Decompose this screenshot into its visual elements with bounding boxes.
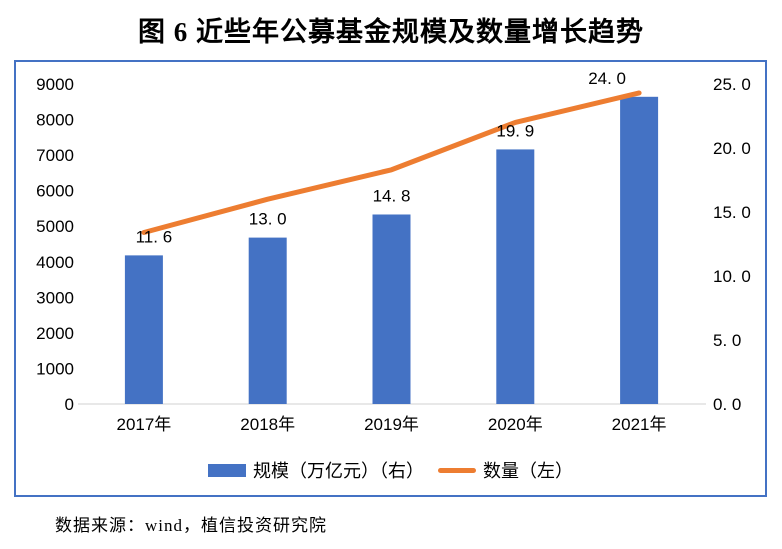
line-data-label: 19. 9 [496, 121, 534, 140]
bar-2020年 [496, 149, 535, 404]
left-axis-tick: 5000 [36, 217, 74, 236]
right-axis-tick: 5. 0 [713, 331, 741, 350]
x-axis-category-label: 2017年 [116, 415, 171, 434]
legend-item-scale: 规模（万亿元）（右） [208, 457, 424, 483]
line-data-label: 24. 0 [588, 69, 626, 88]
bar-2018年 [248, 237, 287, 404]
right-axis-tick: 25. 0 [713, 75, 751, 94]
right-axis-tick: 15. 0 [713, 203, 751, 222]
right-axis-tick: 20. 0 [713, 139, 751, 158]
left-axis-tick: 4000 [36, 253, 74, 272]
left-axis-tick: 2000 [36, 324, 74, 343]
bar-series-swatch-icon [208, 463, 246, 477]
x-axis-category-label: 2021年 [612, 415, 667, 434]
chart-svg: 9000 8000 7000 6000 5000 4000 3000 2000 1000 0 25.… [36, 69, 751, 434]
left-axis-tick: 9000 [36, 75, 74, 94]
left-axis-tick: 3000 [36, 288, 74, 307]
x-axis-category-label: 2020年 [488, 415, 543, 434]
right-axis-tick: 10. 0 [713, 267, 751, 286]
bar-2021年 [620, 96, 659, 405]
line-series-swatch-icon [438, 467, 476, 473]
left-axis-tick: 7000 [36, 146, 74, 165]
chart-frame: 9000 8000 7000 6000 5000 4000 3000 2000 1000 0 25.… [14, 60, 767, 497]
right-axis-tick: 0. 0 [713, 395, 741, 414]
chart-legend: 规模（万亿元）（右） 数量（左） [16, 457, 765, 483]
line-data-label: 11. 6 [136, 228, 173, 247]
legend-label-scale: 规模（万亿元）（右） [253, 461, 424, 481]
bar-2017年 [124, 255, 163, 404]
left-axis-tick: 6000 [36, 182, 74, 201]
x-axis-category-label: 2019年 [364, 415, 419, 434]
line-data-label: 14. 8 [373, 187, 411, 206]
left-axis-tick: 0 [65, 395, 74, 414]
chart-title: 图 6 近些年公募基金规模及数量增长趋势 [138, 17, 644, 47]
legend-label-quantity: 数量（左） [483, 461, 573, 481]
x-axis-category-label: 2018年 [240, 415, 295, 434]
quantity-line [141, 90, 642, 235]
left-axis-tick: 8000 [36, 111, 74, 130]
line-data-label: 13. 0 [249, 210, 287, 229]
legend-item-quantity: 数量（左） [438, 457, 573, 483]
bar-2019年 [372, 214, 411, 404]
left-axis-tick: 1000 [36, 359, 74, 378]
data-source-note: 数据来源：wind，植信投资研究院 [55, 516, 327, 535]
